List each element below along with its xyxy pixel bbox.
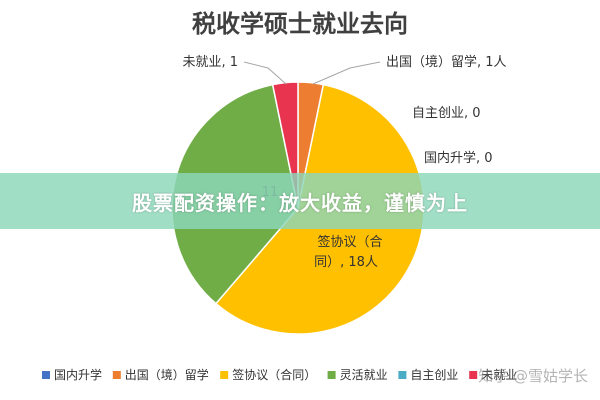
chart-title: 税收学硕士就业去向 bbox=[192, 10, 408, 38]
legend-label-5: 未就业 bbox=[481, 368, 517, 382]
legend-swatch-3 bbox=[327, 371, 336, 379]
legend-label-2: 签协议（合同） bbox=[232, 367, 316, 382]
promo-banner: 股票配资操作：放大收益，谨慎为上 bbox=[0, 173, 600, 229]
slice-label-domestic-study: 国内升学, 0 bbox=[424, 150, 493, 166]
legend-swatch-0 bbox=[42, 371, 50, 379]
chart-legend: 国内升学 出国（境）留学 签协议（合同） 灵活就业 自主创业 未就业 bbox=[42, 367, 517, 382]
legend-label-1: 出国（境）留学 bbox=[125, 367, 209, 382]
legend-label-3: 灵活就业 bbox=[340, 368, 388, 382]
leader-line-abroad bbox=[312, 61, 381, 85]
legend-swatch-4 bbox=[398, 371, 407, 379]
slice-label-unemployed: 未就业, 1 bbox=[182, 55, 238, 70]
slice-label-contract-line1: 签协议（合 bbox=[317, 234, 382, 250]
watermark: 知乎 @雪姑学长 bbox=[478, 367, 588, 385]
legend-swatch-2 bbox=[220, 371, 229, 379]
slice-label-abroad: 出国（境）留学, 1人 bbox=[386, 54, 507, 70]
legend-swatch-1 bbox=[112, 371, 121, 379]
slice-label-startup: 自主创业, 0 bbox=[412, 106, 481, 121]
legend-label-0: 国内升学 bbox=[54, 367, 102, 382]
leader-lines bbox=[243, 61, 381, 85]
leader-line-unemployed bbox=[243, 61, 287, 85]
slice-label-contract-line2: 同）, 18人 bbox=[314, 255, 378, 270]
banner-text: 股票配资操作：放大收益，谨慎为上 bbox=[132, 190, 468, 215]
legend-label-4: 自主创业 bbox=[410, 368, 458, 382]
legend-swatch-5 bbox=[469, 371, 478, 379]
